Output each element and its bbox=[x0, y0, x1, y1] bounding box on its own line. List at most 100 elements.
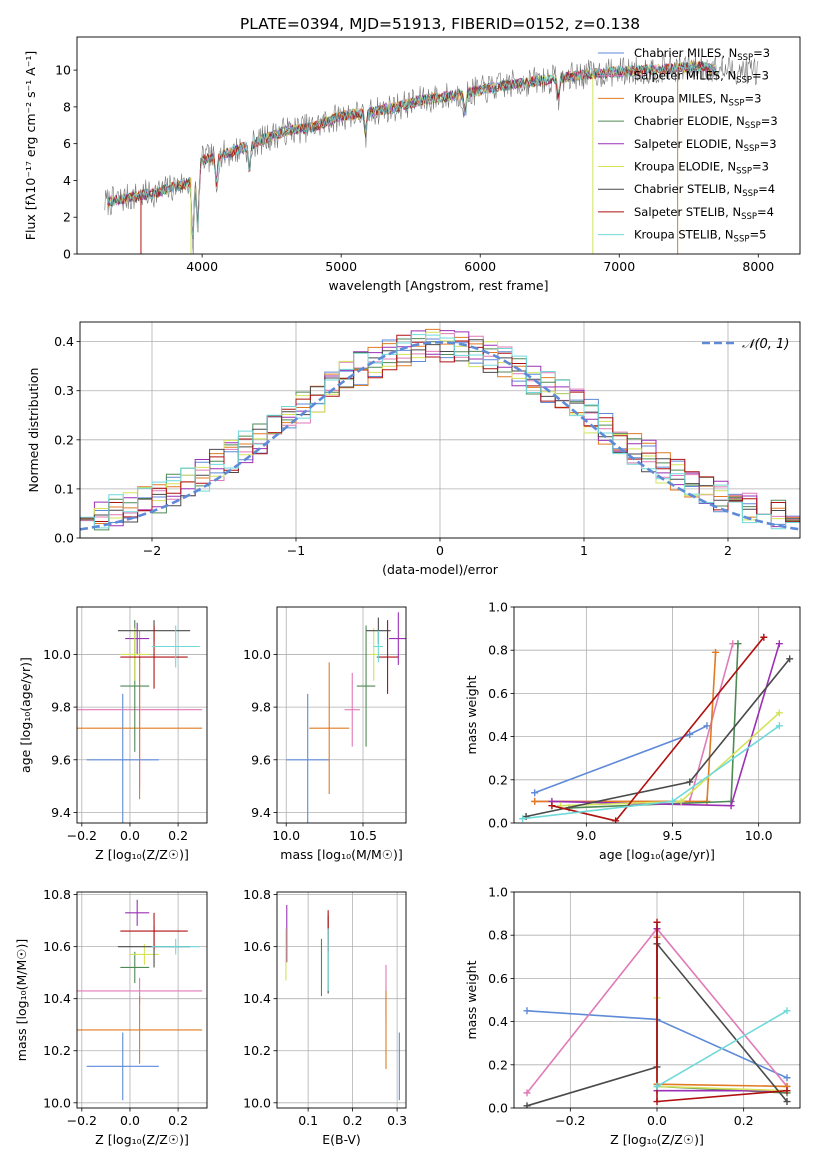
error-bar-point bbox=[86, 693, 159, 823]
y-tick-label: 2 bbox=[63, 210, 71, 225]
legend-name: Chabrier ELODIE, N bbox=[634, 114, 745, 128]
error-bar-point bbox=[286, 693, 330, 823]
y-tick-label: 10.0 bbox=[43, 1095, 71, 1110]
axes-frame bbox=[79, 321, 801, 539]
error-bar-point bbox=[151, 625, 200, 668]
x-tick-label: 5000 bbox=[325, 259, 357, 274]
y-tick-label: 9.4 bbox=[51, 805, 71, 820]
y-tick-label: 10.8 bbox=[243, 887, 271, 902]
y-tick-label: 0.2 bbox=[54, 432, 74, 447]
error-bar-point bbox=[151, 938, 200, 955]
x-tick-label: −0.2 bbox=[67, 828, 97, 843]
y-tick-label: 0.4 bbox=[488, 1014, 508, 1029]
axes-frame bbox=[76, 891, 208, 1109]
x-axis-label: Z [log₁₀(Z/Z☉)] bbox=[610, 1132, 704, 1147]
legend-label: Kroupa STELIB, NSSP=5 bbox=[634, 228, 766, 245]
y-axis-label: mass weight bbox=[464, 960, 479, 1039]
plus-marker bbox=[677, 797, 685, 805]
plus-marker bbox=[653, 1082, 661, 1090]
x-tick-label: −2 bbox=[143, 543, 161, 558]
y-axis-label: mass [log₁₀(M/M☉)] bbox=[14, 939, 29, 1061]
y-tick-label: 8 bbox=[63, 99, 71, 114]
y-tick-label: 9.4 bbox=[251, 805, 271, 820]
x-tick-label: 9.5 bbox=[663, 828, 683, 843]
plus-marker bbox=[531, 789, 539, 797]
mass-weight-line bbox=[534, 643, 734, 803]
y-axis-label: Flux [fλ10⁻¹⁷ erg cm⁻² s⁻¹ A⁻¹] bbox=[23, 51, 38, 240]
x-tick-label: 1 bbox=[580, 543, 588, 558]
legend-label: Kroupa ELODIE, NSSP=3 bbox=[634, 160, 769, 177]
y-tick-label: 0.0 bbox=[488, 816, 508, 831]
error-bar-point bbox=[120, 912, 188, 950]
y-axis-label: mass weight bbox=[464, 675, 479, 754]
y-tick-label: 0.0 bbox=[488, 1101, 508, 1116]
plus-marker bbox=[653, 918, 661, 926]
legend-subscript: SSP bbox=[737, 53, 753, 63]
plus-marker bbox=[775, 722, 783, 730]
y-tick-label: 10.0 bbox=[43, 647, 71, 662]
plus-marker bbox=[531, 797, 539, 805]
plus-marker bbox=[727, 802, 735, 810]
ebv-vs-mass-panel: 0.1 0.2 0.3 10.0 10.2 10.4 10.6 10.8 E(B-V) bbox=[243, 887, 407, 1147]
plus-marker bbox=[523, 1089, 531, 1097]
error-bar-point bbox=[344, 672, 360, 747]
legend-suffix: =3 bbox=[761, 114, 778, 128]
plot-area bbox=[514, 892, 800, 1108]
y-axis-label: Normed distribution bbox=[26, 368, 41, 493]
y-tick-label: 0.2 bbox=[488, 772, 508, 787]
plot-area bbox=[104, 52, 759, 254]
plot-area bbox=[77, 607, 207, 823]
y-tick-label: 10.0 bbox=[243, 647, 271, 662]
x-tick-label: 2 bbox=[724, 543, 732, 558]
x-tick-label: 7000 bbox=[603, 259, 635, 274]
legend-subscript: SSP bbox=[742, 189, 758, 199]
legend-subscript: SSP bbox=[736, 167, 752, 177]
legend-name: Salpeter ELODIE, N bbox=[634, 137, 744, 151]
x-tick-label: −0.2 bbox=[67, 1113, 97, 1128]
legend-name: Chabrier STELIB, N bbox=[634, 182, 742, 196]
y-tick-label: 10.6 bbox=[43, 939, 71, 954]
y-tick-label: 10.4 bbox=[43, 991, 71, 1006]
legend-suffix: =4 bbox=[757, 205, 774, 219]
x-tick-label: 6000 bbox=[464, 259, 496, 274]
y-tick-label: 6 bbox=[63, 136, 71, 151]
plot-area bbox=[77, 892, 207, 1108]
x-tick-label: 4000 bbox=[186, 259, 218, 274]
legend-label: Chabrier STELIB, NSSP=4 bbox=[634, 182, 775, 199]
model-spectrum-line bbox=[107, 61, 717, 239]
error-bar-point bbox=[373, 630, 383, 663]
error-bar-point bbox=[376, 620, 399, 694]
z-vs-mass-panel: −0.2 0.0 0.2 10.0 10.2 10.4 10.6 10.8 Z [log₁₀(Z… bbox=[14, 887, 208, 1147]
legend-suffix: =3 bbox=[753, 46, 770, 60]
mass-weight-line bbox=[534, 725, 708, 794]
error-bar-point bbox=[125, 622, 150, 655]
legend-subscript: SSP bbox=[729, 98, 745, 108]
legend-subscript: SSP bbox=[741, 212, 757, 222]
plus-marker bbox=[548, 802, 556, 810]
error-bar-point bbox=[120, 625, 188, 689]
legend-subscript: SSP bbox=[744, 144, 760, 154]
y-tick-label: 0 bbox=[63, 247, 71, 262]
error-bar-point bbox=[125, 899, 150, 926]
plus-marker bbox=[775, 640, 783, 648]
x-tick-label: 10.0 bbox=[272, 828, 300, 843]
y-tick-label: 0.0 bbox=[54, 531, 74, 546]
x-tick-label: 0.0 bbox=[120, 828, 140, 843]
plus-marker bbox=[734, 640, 742, 648]
x-tick-label: 0.0 bbox=[647, 1113, 667, 1128]
residual-histogram-step bbox=[80, 334, 800, 538]
y-tick-label: 0.2 bbox=[488, 1057, 508, 1072]
legend-suffix: =5 bbox=[749, 228, 766, 242]
plus-marker bbox=[783, 1087, 791, 1095]
y-tick-label: 4 bbox=[63, 173, 71, 188]
x-tick-label: −0.2 bbox=[555, 1113, 585, 1128]
y-tick-label: 0.3 bbox=[54, 383, 74, 398]
plus-marker bbox=[669, 797, 677, 805]
age-vs-mass-weight-panel: 9.0 9.5 10.0 0.0 0.2 0.4 0.6 0.8 1.0 age [log₁₀(a… bbox=[464, 600, 801, 862]
plus-marker bbox=[783, 1098, 791, 1106]
mass-weight-line bbox=[656, 1010, 788, 1088]
y-tick-label: 1.0 bbox=[488, 600, 508, 615]
legend-name: Kroupa MILES, N bbox=[634, 91, 729, 105]
y-tick-label: 10.2 bbox=[43, 1043, 71, 1058]
